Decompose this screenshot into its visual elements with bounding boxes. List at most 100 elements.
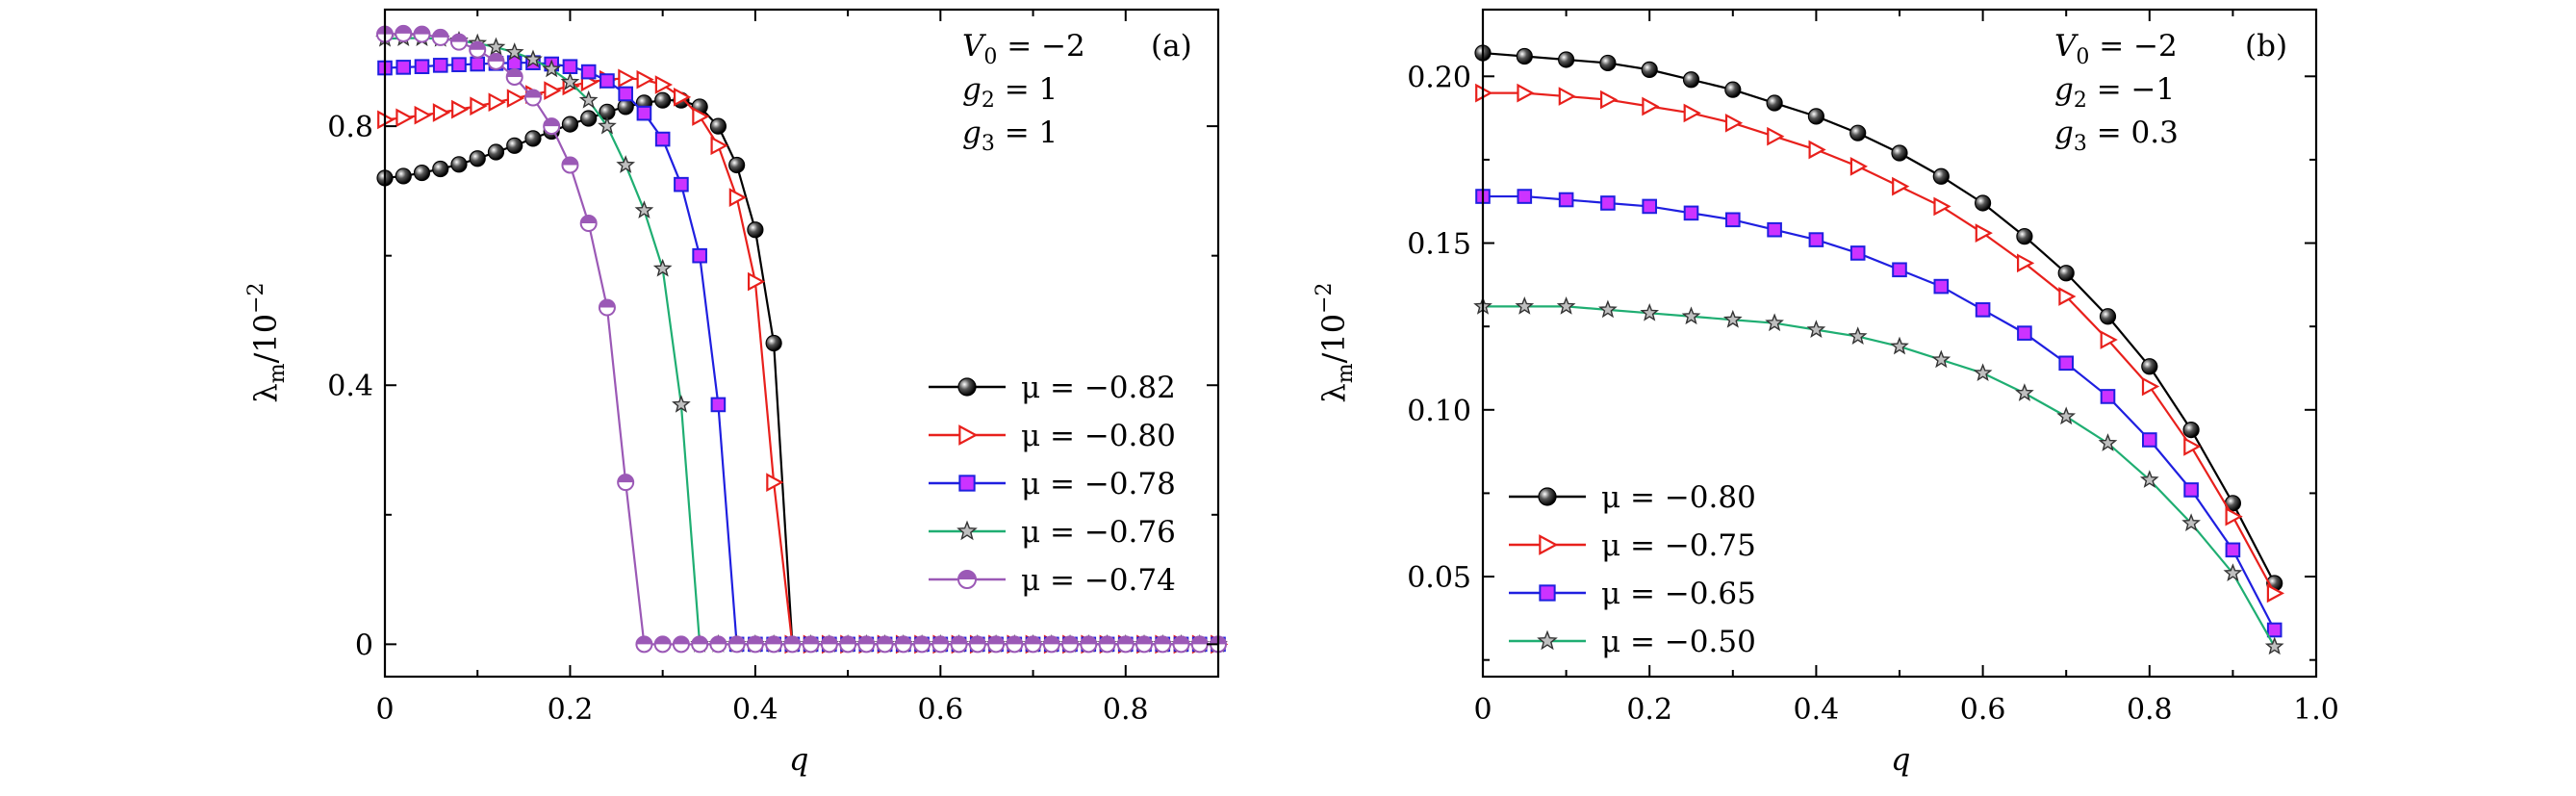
panel-a-series-1-point — [709, 117, 727, 135]
panel-a-series-1-point — [450, 156, 468, 173]
panel-b-series-4-point — [1640, 302, 1660, 321]
panel-a-xtick-label: 0.8 — [1103, 693, 1149, 727]
panel-a-series-5-point — [820, 635, 838, 654]
panel-a-series-3-point — [562, 59, 578, 75]
panel-b: 0 0.2 0.4 0.6 0.8 1.0 0.05 0.10 0.15 0.20 V0 = −2… — [1313, 8, 2339, 778]
panel-b-series-1-point — [1682, 71, 1700, 89]
panel-a-legend-item: μ = −0.82 — [929, 371, 1176, 405]
panel-b-ytick-label: 0.20 — [1407, 61, 1471, 94]
panel-a-series-5-point — [449, 33, 468, 51]
panel-b-series-2-line — [1483, 91, 2276, 594]
panel-a-series-5 — [376, 24, 1227, 654]
panel-b-legend: μ = −0.80 μ = −0.75 μ = −0.65 μ = −0.50 — [1509, 480, 1756, 659]
panel-a-series-4-point — [560, 72, 580, 90]
panel-b-series-4-point — [2098, 433, 2118, 451]
panel-a-series-4-line — [384, 37, 1218, 646]
panel-a-series-5-point — [876, 635, 894, 654]
panel-a-legend-marker — [957, 377, 977, 397]
panel-a-series-5-point — [691, 635, 709, 654]
panel-b-series-2-point — [1933, 196, 1951, 217]
panel-b-series-1-point — [1766, 94, 1783, 112]
panel-b-series-4-point — [1931, 349, 1951, 369]
panel-b-series-1 — [1474, 44, 2283, 592]
panel-b-series-2-point — [2266, 583, 2285, 603]
panel-a-legend-item: μ = −0.80 — [929, 419, 1176, 453]
panel-a-series-1-point — [413, 164, 431, 182]
panel-a-series-2-point — [451, 99, 470, 119]
panel-a-series-5-point — [543, 117, 561, 136]
panel-a-series-2-point — [414, 105, 432, 125]
panel-a-series-2-point — [728, 188, 747, 207]
panel-b-xlabel: q — [1891, 741, 1910, 778]
panel-b-series-2-point — [1808, 140, 1826, 160]
panel-a-series-2-point — [432, 103, 451, 122]
panel-a-series-5-point — [505, 67, 523, 86]
panel-a: 0 0.2 0.4 0.6 0.8 0 0.4 0.8 V0 = −2 (a) g2 = 1 … — [244, 8, 1229, 778]
panel-a-series-4-point — [652, 258, 673, 277]
panel-a-series-2-point — [654, 75, 673, 94]
panel-b-series-1-point — [2016, 228, 2033, 245]
panel-a-series-1-point — [617, 98, 634, 116]
panel-a-xtick-label: 0.2 — [548, 693, 594, 727]
panel-b-series-3-point — [2142, 432, 2157, 448]
svg-text:λm/10−2: λm/10−2 — [1313, 282, 1358, 402]
panel-a-series-5-point — [561, 156, 579, 174]
panel-b-ticks: 0 0.2 0.4 0.6 0.8 1.0 0.05 0.10 0.15 0.20 — [1407, 10, 2339, 727]
panel-b-series-2-point — [2058, 287, 2077, 306]
panel-b-series-3-point — [2266, 622, 2283, 638]
panel-a-series-5-point — [1116, 635, 1135, 654]
panel-a-annotation-g2: g2 = 1 — [962, 72, 1058, 113]
panel-a-xlabel: q — [789, 741, 808, 778]
panel-b-series-4-point — [2139, 470, 2159, 488]
panel-b-legend-marker — [1538, 487, 1557, 506]
panel-b-annotation-g3: g3 = 0.3 — [2054, 116, 2179, 156]
panel-b-xtick-label: 1.0 — [2293, 693, 2339, 727]
panel-b-series-1-point — [2099, 308, 2117, 325]
panel-b-series-3-point — [1558, 192, 1574, 208]
panel-a-series-1-point — [432, 160, 449, 178]
panel-a-series-5-point — [487, 52, 505, 70]
panel-a-series-1-point — [765, 334, 782, 352]
panel-b-series-3-point — [1975, 302, 1991, 318]
panel-a-series-3-point — [414, 59, 430, 75]
panel-a-series-1-point — [506, 137, 523, 154]
panel-b-series-1-point — [2141, 358, 2158, 375]
panel-b-series-3-point — [2017, 325, 2032, 341]
panel-b-series-3-point — [1767, 221, 1782, 238]
panel-a-series-5-point — [672, 635, 690, 654]
panel-b-annotation-g2: g2 = −1 — [2054, 72, 2175, 113]
panel-b-legend-marker — [1539, 584, 1556, 602]
panel-b-series-4-point — [1973, 363, 1993, 382]
panel-b-series-4-point — [1765, 313, 1784, 332]
panel-b-series-2-point — [1683, 103, 1701, 123]
panel-b-series-2-point — [2017, 253, 2035, 273]
panel-b-ytick-label: 0.15 — [1407, 228, 1471, 262]
panel-a-series-5-point — [894, 635, 912, 654]
panel-a-series-2-point — [488, 92, 506, 113]
panel-a-series-2-point — [766, 473, 784, 493]
panel-b-series-1-point — [1975, 194, 1992, 212]
panel-b-series-3-line — [1483, 194, 2276, 630]
panel-a-series-2-point — [636, 69, 654, 90]
panel-b-series-2-point — [2183, 437, 2202, 456]
panel-b-series-3-point — [1849, 245, 1866, 261]
panel-a-series-1-point — [747, 221, 764, 239]
panel-b-label: (b) — [2245, 29, 2287, 64]
panel-b-xtick-label: 0.6 — [1960, 693, 2006, 727]
panel-a-series-3-point — [599, 73, 615, 89]
panel-a-series-2-point — [674, 87, 692, 107]
panel-b-series-1-point — [1807, 108, 1825, 125]
panel-a-series-2-point — [470, 96, 488, 116]
panel-b-series-2-point — [2100, 330, 2118, 349]
panel-b-series-1-point — [1599, 54, 1617, 72]
panel-a-series-3-point — [451, 57, 467, 72]
panel-a-series-5-point — [709, 635, 727, 654]
panel-a-series-5-point — [746, 635, 764, 654]
panel-a-legend-item: μ = −0.76 — [929, 515, 1176, 550]
panel-b-series-4 — [1473, 296, 2284, 655]
panel-a-series-5-point — [765, 635, 783, 654]
panel-a-legend-label: μ = −0.80 — [1021, 419, 1176, 453]
panel-a-series-5-point — [1154, 635, 1172, 654]
panel-a-series-5-point — [469, 40, 487, 59]
panel-b-series-4-point — [2223, 563, 2243, 581]
